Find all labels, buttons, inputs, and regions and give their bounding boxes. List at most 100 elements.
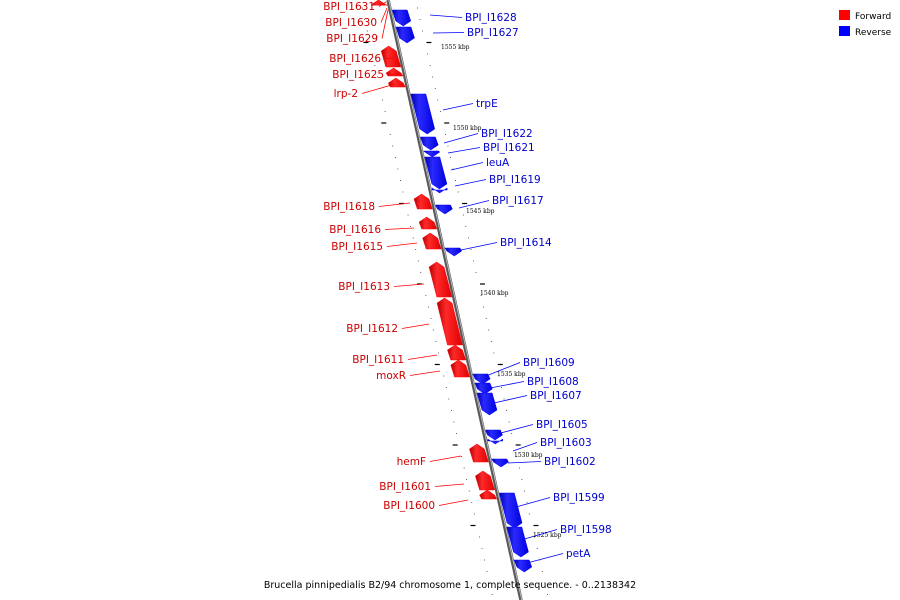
gene-hemf-label[interactable]: hemF bbox=[397, 456, 426, 468]
kbp-scale-labels: 1555 kbp 1550 kbp 1545 kbp 1540 kbp 1535 kbp… bbox=[441, 44, 562, 539]
gene-bpi-i1602-feature[interactable] bbox=[491, 458, 509, 468]
gene-leua-leader bbox=[450, 162, 484, 171]
gene-labels: BPI_I1631 BPI_I1630 BPI_I1629 BPI_I1628 BPI_… bbox=[323, 1, 611, 560]
gene-bpi-i1607-label[interactable]: BPI_I1607 bbox=[530, 390, 582, 402]
gene-bpi-i1626-label[interactable]: BPI_I1626 bbox=[329, 53, 381, 65]
gene-moxr-feature[interactable] bbox=[450, 359, 470, 378]
gene-bpi-i1627-leader bbox=[432, 32, 465, 34]
gene-bpi-i1615-feature[interactable] bbox=[422, 232, 442, 250]
gene-bpi-i1609-leader bbox=[485, 362, 521, 377]
gene-bpi-i1617-label[interactable]: BPI_I1617 bbox=[492, 195, 544, 207]
gene-bpi-i1622-feature[interactable] bbox=[420, 136, 439, 151]
gene-bpi-i1614-label[interactable]: BPI_I1614 bbox=[500, 237, 552, 249]
legend-reverse-label: Reverse bbox=[855, 28, 892, 38]
gene-bpi-i1631-label[interactable]: BPI_I1631 bbox=[323, 1, 375, 13]
gene-bpi-i1603-leader bbox=[512, 442, 538, 452]
gene-bpi-i1607-leader bbox=[493, 395, 528, 404]
gene-bpi-i1616-feature[interactable] bbox=[418, 216, 438, 230]
gene-bpi-i1629-label[interactable]: BPI_I1629 bbox=[326, 33, 378, 45]
gene-bpi-i1618-feature[interactable] bbox=[413, 193, 433, 210]
gene-peta-feature[interactable] bbox=[513, 559, 533, 573]
gene-features bbox=[370, 0, 533, 573]
gene-bpi-i1627-label[interactable]: BPI_I1627 bbox=[467, 27, 519, 39]
gene-bpi-i1608-label[interactable]: BPI_I1608 bbox=[527, 376, 579, 388]
gene-lrp-2-leader bbox=[361, 83, 396, 94]
gene-bpi-i1614-feature[interactable] bbox=[444, 247, 463, 257]
kbp-label: 1555 kbp bbox=[441, 44, 470, 51]
gene-bpi-i1631-leader bbox=[378, 1, 387, 7]
legend-forward-swatch bbox=[839, 10, 850, 20]
gene-peta-leader bbox=[526, 553, 564, 564]
gene-bpi-i1618-label[interactable]: BPI_I1618 bbox=[323, 201, 375, 213]
gene-bpi-i1600-leader bbox=[438, 499, 469, 506]
gene-bpi-i1618-leader bbox=[378, 202, 411, 207]
gene-bpi-i1598-leader bbox=[520, 529, 558, 541]
gene-bpi-i1598-feature[interactable] bbox=[506, 526, 529, 558]
gene-moxr-leader bbox=[409, 370, 441, 376]
gene-bpi-i1608-feature[interactable] bbox=[474, 382, 493, 395]
gene-bpi-i1613-feature[interactable] bbox=[428, 261, 453, 298]
gene-bpi-i1615-label[interactable]: BPI_I1615 bbox=[331, 241, 383, 253]
gene-bpi-i1608-leader bbox=[489, 381, 525, 389]
gene-bpi-i1599-label[interactable]: BPI_I1599 bbox=[553, 492, 605, 504]
kbp-label: 1545 kbp bbox=[466, 208, 495, 215]
gene-bpi-i1601-feature[interactable] bbox=[475, 470, 495, 491]
gene-bpi-i1628-leader bbox=[429, 14, 463, 18]
gene-bpi-i1628-label[interactable]: BPI_I1628 bbox=[465, 12, 517, 24]
gene-trpe-label[interactable]: trpE bbox=[476, 98, 498, 110]
gene-bpi-i1622-label[interactable]: BPI_I1622 bbox=[481, 128, 533, 140]
gene-bpi-i1617-leader bbox=[458, 200, 490, 209]
gene-bpi-i1613-leader bbox=[393, 283, 425, 287]
gene-bpi-i1617-feature[interactable] bbox=[435, 204, 453, 215]
gene-bpi-i1605-feature[interactable] bbox=[484, 429, 503, 441]
legend-forward-label: Forward bbox=[855, 12, 891, 22]
gene-bpi-i1612-label[interactable]: BPI_I1612 bbox=[346, 323, 398, 335]
gene-bpi-i1609-label[interactable]: BPI_I1609 bbox=[523, 357, 575, 369]
gene-bpi-i1598-label[interactable]: BPI_I1598 bbox=[560, 524, 612, 536]
gene-trpe-feature[interactable] bbox=[410, 93, 435, 135]
gene-bpi-i1612-feature[interactable] bbox=[436, 297, 463, 346]
gene-hemf-leader bbox=[429, 455, 462, 462]
gene-bpi-i1630-label[interactable]: BPI_I1630 bbox=[325, 17, 377, 29]
kbp-label: 1525 kbp bbox=[533, 532, 562, 539]
gene-bpi-i1625-leader bbox=[387, 73, 399, 75]
gene-bpi-i1601-label[interactable]: BPI_I1601 bbox=[379, 481, 431, 493]
gene-bpi-i1611-feature[interactable] bbox=[447, 344, 467, 361]
gene-bpi-i1607-feature[interactable] bbox=[476, 392, 498, 416]
gene-peta-label[interactable]: petA bbox=[566, 548, 591, 560]
gene-lrp-2-feature[interactable] bbox=[387, 77, 406, 88]
legend-reverse-swatch bbox=[839, 26, 850, 36]
gene-bpi-i1602-label[interactable]: BPI_I1602 bbox=[544, 456, 596, 468]
gene-hemf-feature[interactable] bbox=[469, 443, 489, 463]
kbp-label: 1530 kbp bbox=[514, 452, 543, 459]
gene-bpi-i1605-leader bbox=[496, 424, 534, 435]
gene-leua-feature[interactable] bbox=[424, 156, 448, 190]
gene-bpi-i1626-feature[interactable] bbox=[380, 45, 402, 68]
gene-bpi-i1603-feature[interactable] bbox=[487, 438, 504, 445]
label-leader-lines bbox=[361, 1, 564, 564]
kbp-label: 1535 kbp bbox=[497, 371, 526, 378]
gene-bpi-i1621-feature[interactable] bbox=[422, 150, 441, 158]
gene-bpi-i1619-label[interactable]: BPI_I1619 bbox=[489, 174, 541, 186]
gene-bpi-i1600-feature[interactable] bbox=[479, 489, 498, 500]
gene-bpi-i1616-label[interactable]: BPI_I1616 bbox=[329, 224, 381, 236]
gene-bpi-i1609-feature[interactable] bbox=[472, 373, 491, 385]
gene-bpi-i1605-label[interactable]: BPI_I1605 bbox=[536, 419, 588, 431]
gene-bpi-i1627-feature[interactable] bbox=[395, 26, 415, 44]
gene-bpi-i1603-label[interactable]: BPI_I1603 bbox=[540, 437, 592, 449]
chromosome-backbone bbox=[386, 0, 523, 600]
gene-bpi-i1613-label[interactable]: BPI_I1613 bbox=[338, 281, 390, 293]
gene-bpi-i1599-feature[interactable] bbox=[498, 492, 523, 529]
gene-bpi-i1619-feature[interactable] bbox=[431, 187, 448, 194]
gene-leua-label[interactable]: leuA bbox=[486, 157, 510, 169]
gene-bpi-i1600-label[interactable]: BPI_I1600 bbox=[383, 500, 435, 512]
gene-bpi-i1615-leader bbox=[386, 242, 418, 247]
gene-bpi-i1621-label[interactable]: BPI_I1621 bbox=[483, 142, 535, 154]
gene-bpi-i1621-leader bbox=[447, 147, 481, 154]
gene-bpi-i1628-feature[interactable] bbox=[391, 9, 412, 27]
gene-bpi-i1611-label[interactable]: BPI_I1611 bbox=[352, 354, 404, 366]
gene-moxr-label[interactable]: moxR bbox=[376, 370, 406, 382]
gene-bpi-i1625-label[interactable]: BPI_I1625 bbox=[332, 69, 384, 81]
gene-lrp-2-label[interactable]: lrp-2 bbox=[334, 88, 358, 100]
gene-bpi-i1619-leader bbox=[454, 179, 487, 187]
